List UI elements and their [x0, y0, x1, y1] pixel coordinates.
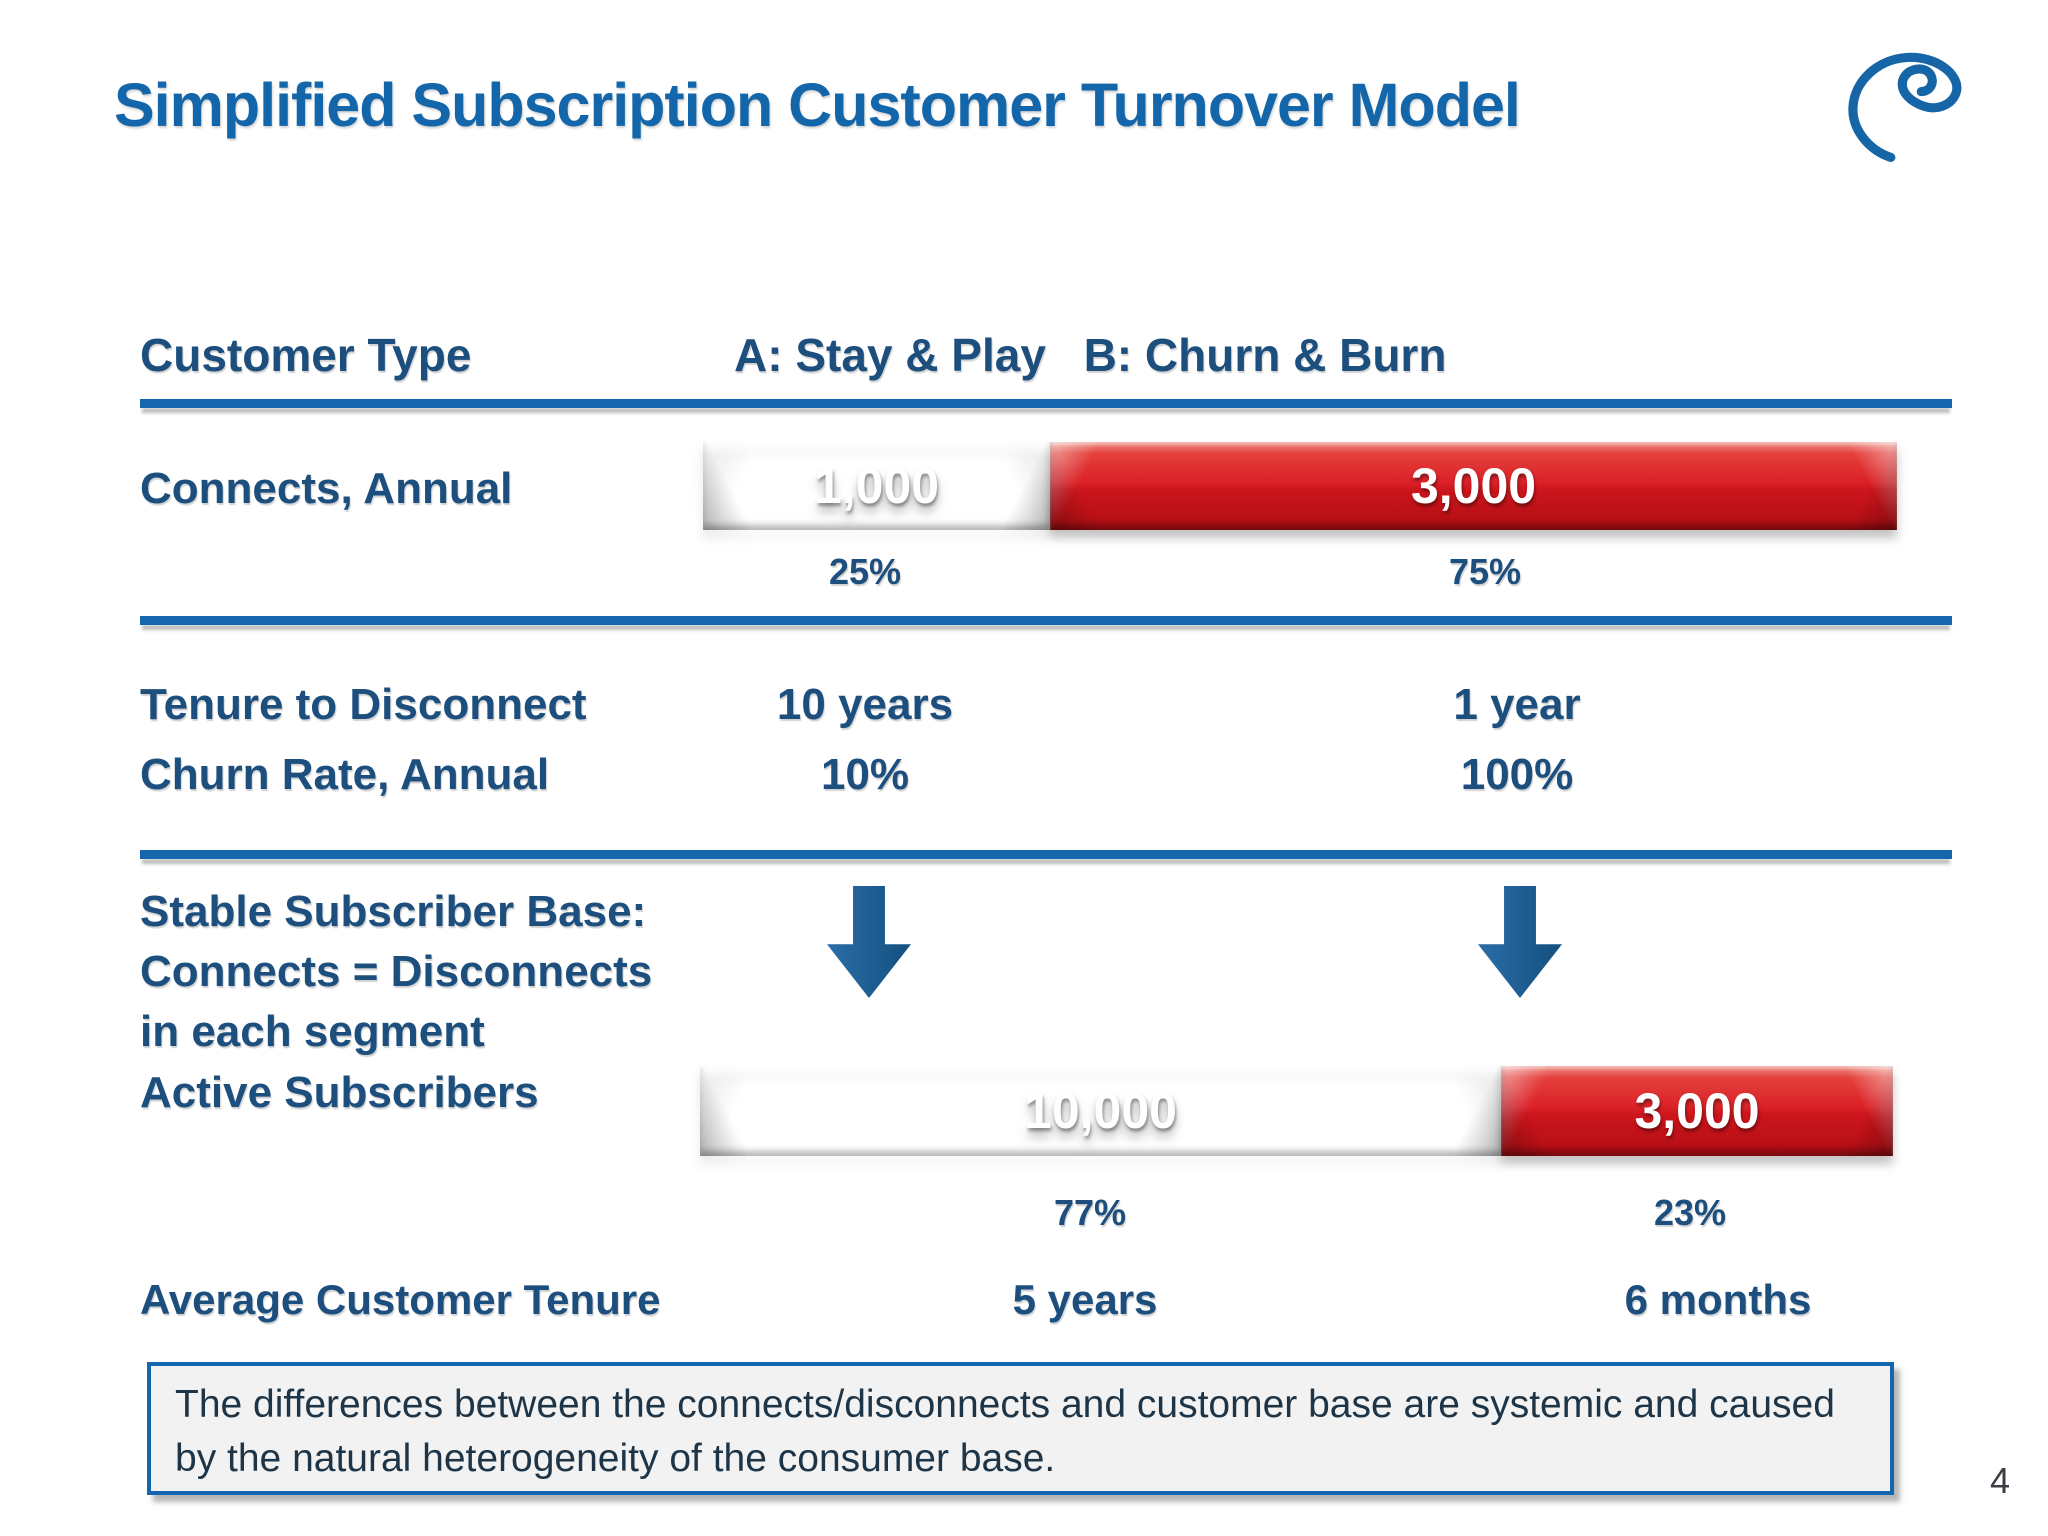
down-arrow-icon-b: [1478, 886, 1562, 998]
connects-segment-churn-burn: 3,000: [1050, 442, 1897, 530]
stable-subscriber-base-note: Stable Subscriber Base: Connects = Disco…: [140, 882, 652, 1062]
col-header-churn-and-burn: B: Churn & Burn: [1083, 329, 1447, 381]
avg-tenure-value-a: 5 years: [1012, 1276, 1158, 1323]
row-label-connects-annual: Connects, Annual: [140, 464, 513, 513]
active-value-b: 3,000: [1634, 1083, 1760, 1139]
row-label-tenure-to-disconnect: Tenure to Disconnect: [140, 680, 587, 729]
active-segment-churn-burn: 3,000: [1501, 1066, 1893, 1156]
bevel-left: [1050, 442, 1096, 530]
row-label-churn-rate-annual: Churn Rate, Annual: [140, 750, 550, 799]
bevel-left: [703, 442, 749, 530]
row-label-average-customer-tenure: Average Customer Tenure: [140, 1276, 661, 1323]
bevel-right: [1004, 442, 1050, 530]
company-spiral-logo-icon: [1848, 52, 1962, 163]
bevel-left: [700, 1066, 746, 1156]
active-value-a: 10,000: [1024, 1083, 1177, 1139]
divider-3: [140, 850, 1952, 859]
stable-note-line1: Stable Subscriber Base:: [140, 887, 647, 936]
active-subscribers-stacked-bar: 10,000 3,000: [700, 1066, 1893, 1156]
active-segment-stay-play: 10,000: [700, 1066, 1501, 1156]
bevel-left: [1501, 1066, 1547, 1156]
connects-percent-b: 75%: [1448, 551, 1522, 592]
connects-stacked-bar: 1,000 3,000: [703, 442, 1897, 530]
footnote-text: The differences between the connects/dis…: [175, 1383, 1835, 1480]
col-header-customer-type: Customer Type: [140, 329, 472, 381]
footnote-box: The differences between the connects/dis…: [147, 1362, 1894, 1495]
churn-value-a: 10%: [820, 750, 910, 799]
tenure-value-b: 1 year: [1453, 680, 1581, 729]
connects-segment-stay-play: 1,000: [703, 442, 1050, 530]
connects-percent-a: 25%: [828, 551, 902, 592]
slide-title: Simplified Subscription Customer Turnove…: [114, 71, 1521, 139]
connects-value-b: 3,000: [1410, 458, 1537, 514]
avg-tenure-value-b: 6 months: [1624, 1276, 1812, 1323]
row-label-active-subscribers: Active Subscribers: [140, 1068, 539, 1117]
page-number: 4: [1990, 1460, 2011, 1501]
divider-under-header: [140, 399, 1952, 408]
tenure-value-a: 10 years: [776, 680, 954, 729]
churn-value-b: 100%: [1460, 750, 1574, 799]
active-percent-a: 77%: [1053, 1192, 1127, 1233]
bevel-right: [1455, 1066, 1501, 1156]
stable-note-line3: in each segment: [140, 1007, 485, 1056]
active-percent-b: 23%: [1653, 1192, 1727, 1233]
bevel-right: [1851, 442, 1897, 530]
stable-note-line2: Connects = Disconnects: [140, 947, 653, 996]
bevel-right: [1847, 1066, 1893, 1156]
connects-value-a: 1,000: [813, 458, 940, 514]
col-header-stay-and-play: A: Stay & Play: [734, 329, 1046, 381]
divider-2: [140, 616, 1952, 625]
down-arrow-icon-a: [827, 886, 911, 998]
